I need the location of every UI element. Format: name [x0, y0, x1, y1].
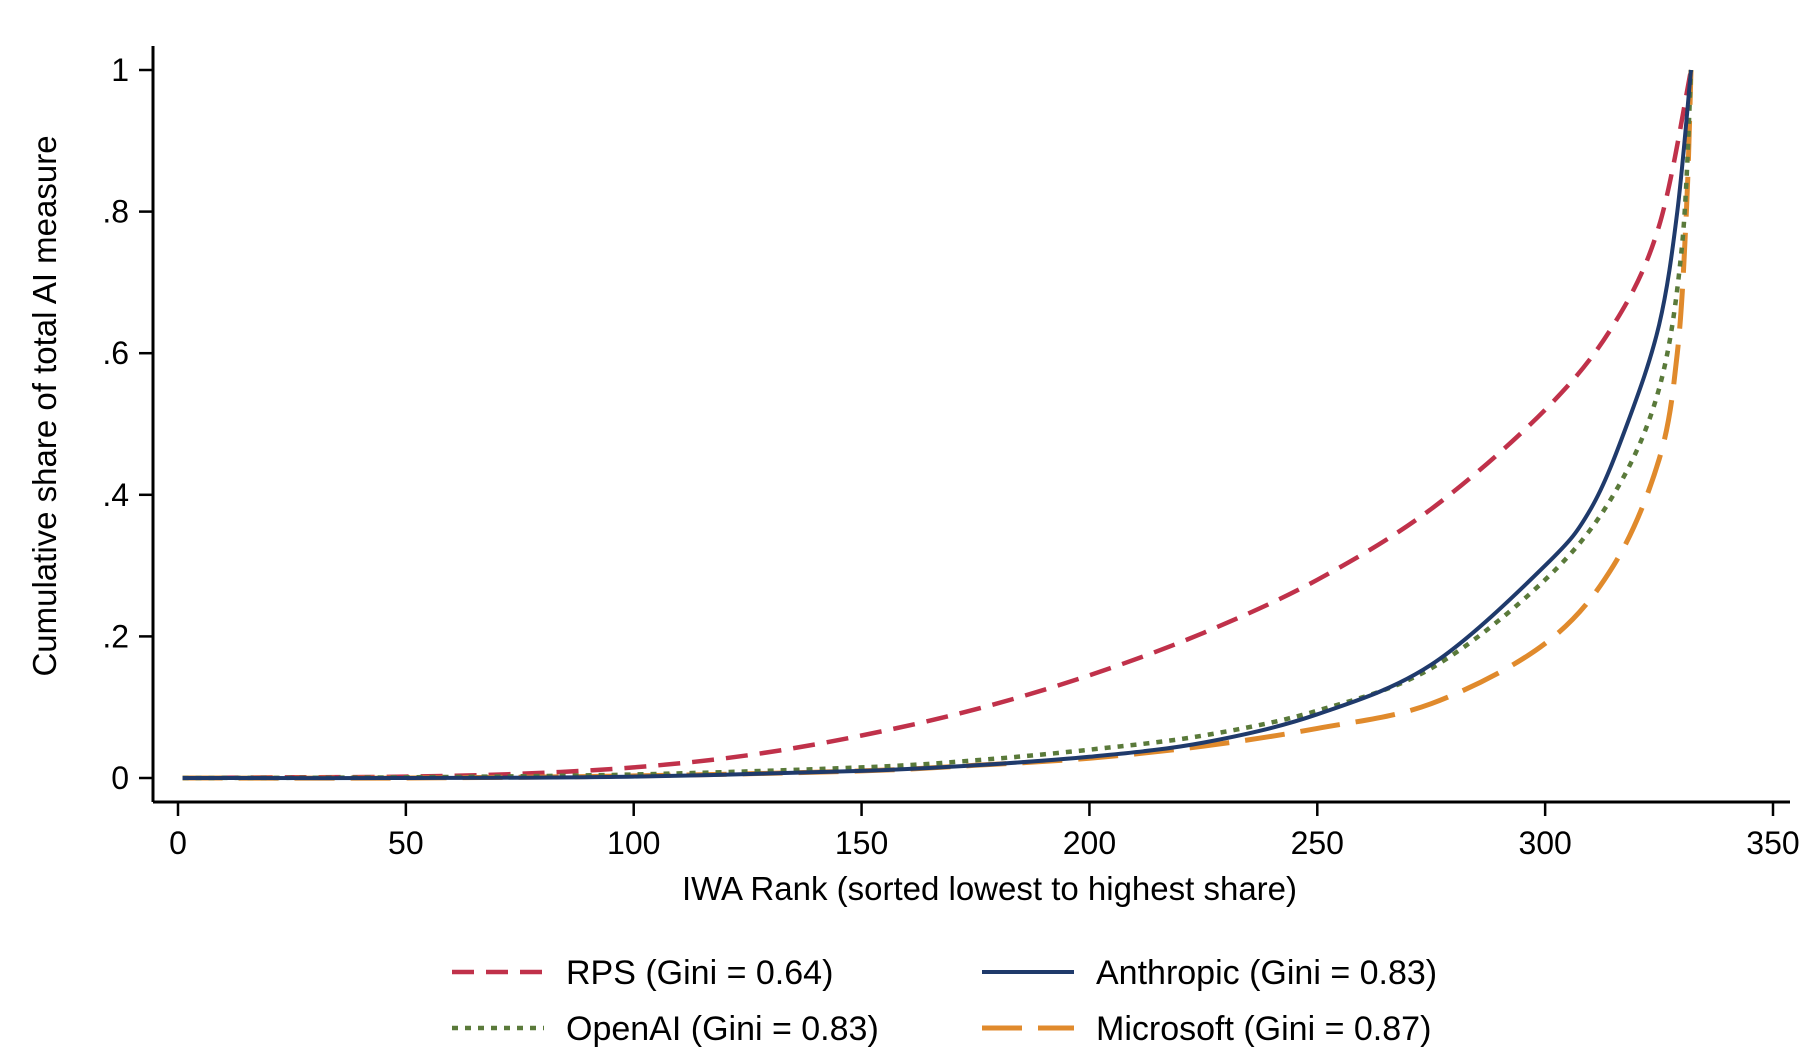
legend: RPS (Gini = 0.64) Anthropic (Gini = 0.83)…: [452, 954, 1437, 1048]
x-tick-label: 100: [607, 825, 660, 861]
x-tick-label: 200: [1063, 825, 1116, 861]
y-tick-label: 1: [111, 52, 129, 88]
y-tick-label: .8: [102, 194, 129, 230]
series-line: [182, 69, 1694, 781]
y-axis-title: Cumulative share of total AI measure: [26, 135, 63, 676]
x-axis-title: IWA Rank (sorted lowest to highest share…: [682, 870, 1297, 907]
x-tick-label: 350: [1746, 825, 1799, 861]
legend-label: OpenAI (Gini = 0.83): [566, 1010, 879, 1048]
x-tick-label: 300: [1518, 825, 1571, 861]
y-tick-label: .4: [102, 477, 129, 513]
x-tick-label: 50: [388, 825, 424, 861]
x-tick-label: 0: [169, 825, 187, 861]
axes: 0 50 100 150 200 250 300 350 0 .2 .4 .6 .8 1: [102, 46, 1800, 861]
y-tick-label: 0: [111, 760, 129, 796]
x-tick-label: 250: [1291, 825, 1344, 861]
series-line: [182, 69, 1693, 781]
legend-label: Microsoft (Gini = 0.87): [1096, 1010, 1431, 1048]
x-tick-label: 150: [835, 825, 888, 861]
y-tick-label: .6: [102, 335, 129, 371]
series-layer: [182, 69, 1694, 781]
legend-label: RPS (Gini = 0.64): [566, 954, 833, 992]
y-tick-label: .2: [102, 618, 129, 654]
legend-label: Anthropic (Gini = 0.83): [1096, 954, 1437, 992]
